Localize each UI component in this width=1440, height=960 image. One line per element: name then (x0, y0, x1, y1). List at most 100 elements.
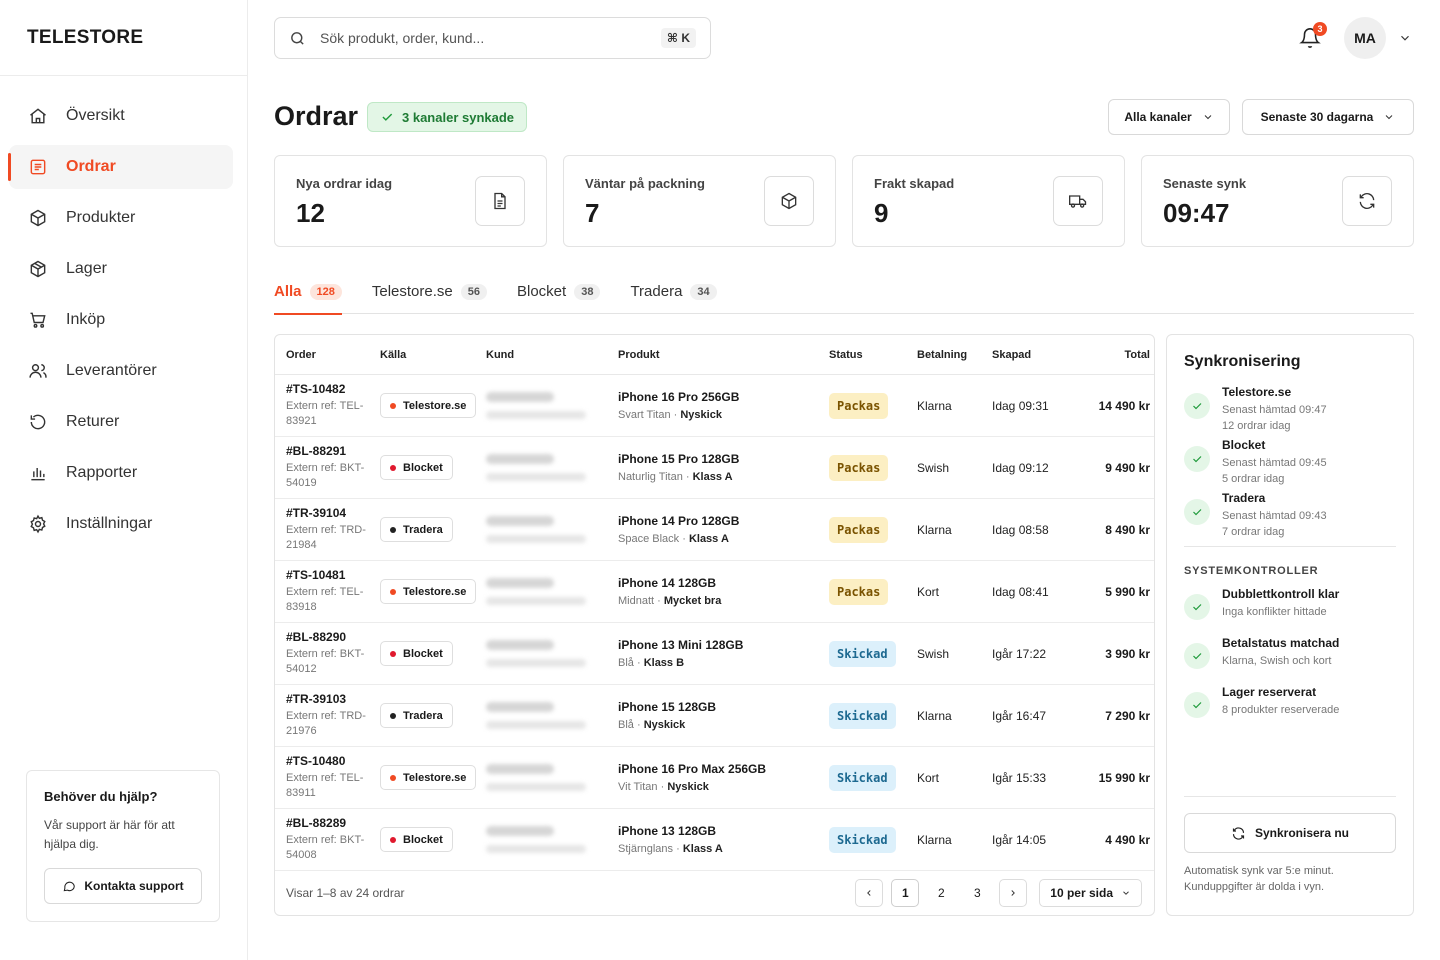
product-name: iPhone 13 128GB (618, 824, 717, 838)
notifications-button[interactable]: 3 (1297, 22, 1327, 54)
tab-alla[interactable]: Alla 128 (274, 280, 342, 315)
order-cell: #BL-88291 Extern ref: BKT-54019 (275, 444, 380, 491)
nav-item-produkter[interactable]: Produkter (9, 196, 233, 240)
source-dot-icon (390, 712, 396, 719)
sync-channel-item: Blocket Senast hämtad 09:45 5 ordrar ida… (1184, 438, 1396, 487)
table-row[interactable]: #BL-88291 Extern ref: BKT-54019 Blocket … (275, 437, 1154, 499)
period-filter-dropdown[interactable]: Senaste 30 dagarna (1242, 99, 1414, 135)
product-color: Stjärnglans (618, 843, 674, 855)
column-header[interactable]: Produkt (618, 348, 660, 361)
search-icon (291, 31, 304, 45)
column-header[interactable]: Skapad (992, 348, 1032, 361)
channel-filter-dropdown[interactable]: Alla kanaler (1108, 99, 1230, 135)
order-external-ref: Extern ref: TEL-83921 (286, 400, 364, 427)
source-label: Blocket (403, 461, 443, 474)
customer-email-redacted (486, 845, 586, 853)
column-header[interactable]: Total (1124, 348, 1150, 361)
sync-channel-fetched: Senast hämtad 09:45 (1222, 457, 1327, 469)
tab-count: 34 (690, 284, 717, 300)
tab-tradera[interactable]: Tradera 34 (630, 280, 717, 314)
per-page-select[interactable]: 10 per sida (1039, 879, 1142, 907)
table-row[interactable]: #TS-10481 Extern ref: TEL-83918 Telestor… (275, 561, 1154, 623)
payment-cell: Klarna (917, 522, 952, 537)
page-3-button[interactable]: 3 (973, 886, 981, 900)
status-badge: Skickad (829, 826, 896, 853)
order-cell: #TR-39104 Extern ref: TRD-21984 (275, 506, 380, 553)
chevron-down-icon[interactable] (1398, 31, 1412, 45)
kpi-label: Frakt skapad (874, 176, 955, 191)
page-2-button[interactable]: 2 (937, 886, 945, 900)
order-cell: #TS-10480 Extern ref: TEL-83911 (275, 754, 380, 801)
status-badge: Packas (829, 392, 889, 419)
page-1-button[interactable]: 1 (891, 879, 920, 907)
nav-item-returer[interactable]: Returer (9, 400, 233, 444)
system-checks-title: SYSTEMKONTROLLER (1184, 565, 1319, 577)
kpi-value: 09:47 (1163, 198, 1230, 228)
contact-support-button[interactable]: Kontakta support (44, 868, 202, 904)
return-icon (30, 414, 46, 430)
prev-page-button[interactable] (855, 879, 884, 907)
tab-blocket[interactable]: Blocket 38 (517, 280, 601, 314)
nav-item-inkop[interactable]: Inköp (9, 298, 233, 342)
order-id[interactable]: #TS-10480 (286, 754, 346, 768)
order-id[interactable]: #BL-88289 (286, 816, 347, 830)
column-header[interactable]: Status (829, 348, 863, 361)
order-id[interactable]: #BL-88290 (286, 630, 347, 644)
table-row[interactable]: #TS-10482 Extern ref: TEL-83921 Telestor… (275, 375, 1154, 437)
status-cell: Packas (829, 454, 917, 481)
total-cell: 7 290 kr (1105, 708, 1150, 723)
source-dot-icon (390, 526, 396, 533)
order-external-ref: Extern ref: BKT-54008 (286, 834, 365, 861)
order-id[interactable]: #TS-10482 (286, 382, 346, 396)
system-check-sub: Inga konflikter hittade (1222, 606, 1327, 618)
nav-item-rapporter[interactable]: Rapporter (9, 451, 233, 495)
nav-item-ordrar[interactable]: Ordrar (8, 145, 233, 189)
created-cell: Igår 16:47 (992, 708, 1047, 723)
table-row[interactable]: #TR-39104 Extern ref: TRD-21984 Tradera … (275, 499, 1154, 561)
source-label: Telestore.se (403, 771, 467, 784)
check-circle (1184, 446, 1210, 472)
nav-item-lager[interactable]: Lager (9, 247, 233, 291)
order-id[interactable]: #TR-39104 (286, 506, 347, 520)
column-header[interactable]: Betalning (917, 348, 968, 361)
order-id[interactable]: #TS-10481 (286, 568, 346, 582)
kpi-icon-box (1053, 176, 1103, 226)
home-icon (30, 108, 46, 124)
product-name: iPhone 15 128GB (618, 700, 717, 714)
sync-now-button[interactable]: Synkronisera nu (1184, 813, 1396, 853)
customer-email-redacted (486, 597, 586, 605)
customer-name-redacted (486, 516, 554, 526)
table-row[interactable]: #TR-39103 Extern ref: TRD-21976 Tradera … (275, 685, 1154, 747)
avatar[interactable]: MA (1344, 17, 1386, 59)
order-id[interactable]: #TR-39103 (286, 692, 347, 706)
channel-filter-label: Alla kanaler (1124, 110, 1192, 124)
sync-status-badge: 3 kanaler synkade (367, 102, 528, 132)
sync-now-label: Synkronisera nu (1254, 826, 1350, 840)
source-badge: Telestore.se (380, 765, 477, 790)
channel-tabs: Alla 128 Telestore.se 56 Blocket 38 Trad… (274, 280, 1414, 315)
product-meta: Naturlig Titan · Klass A (618, 471, 733, 483)
nav-item-oversikt[interactable]: Översikt (9, 94, 233, 138)
order-external-ref: Extern ref: TRD-21976 (286, 710, 366, 737)
sync-footnote: Automatisk synk var 5:e minut. Kunduppgi… (1184, 865, 1334, 893)
column-header[interactable]: Källa (380, 348, 407, 361)
column-header[interactable]: Kund (486, 348, 515, 361)
orders-table: Order Källa Kund Produkt Status Betalnin… (274, 334, 1155, 916)
table-row[interactable]: #BL-88290 Extern ref: BKT-54012 Blocket … (275, 623, 1154, 685)
order-cell: #TS-10482 Extern ref: TEL-83921 (275, 382, 380, 429)
gear-icon (30, 514, 46, 534)
table-row[interactable]: #BL-88289 Extern ref: BKT-54008 Blocket … (275, 809, 1154, 871)
nav-item-installningar[interactable]: Inställningar (9, 502, 233, 546)
divider (1184, 796, 1396, 797)
table-row[interactable]: #TS-10480 Extern ref: TEL-83911 Telestor… (275, 747, 1154, 809)
next-page-button[interactable] (999, 879, 1028, 907)
nav-item-leverantorer[interactable]: Leverantörer (9, 349, 233, 393)
check-circle (1184, 643, 1210, 669)
kpi-card: Senaste synk 09:47 (1141, 155, 1414, 247)
column-header[interactable]: Order (286, 348, 316, 361)
check-circle (1184, 393, 1210, 419)
tab-telestore-se[interactable]: Telestore.se 56 (372, 280, 487, 314)
search-input[interactable] (320, 30, 647, 46)
source-label: Blocket (403, 833, 443, 846)
order-id[interactable]: #BL-88291 (286, 444, 347, 458)
